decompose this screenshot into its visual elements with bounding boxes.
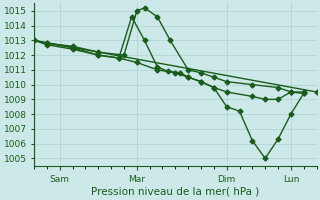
X-axis label: Pression niveau de la mer( hPa ): Pression niveau de la mer( hPa ) (91, 187, 260, 197)
